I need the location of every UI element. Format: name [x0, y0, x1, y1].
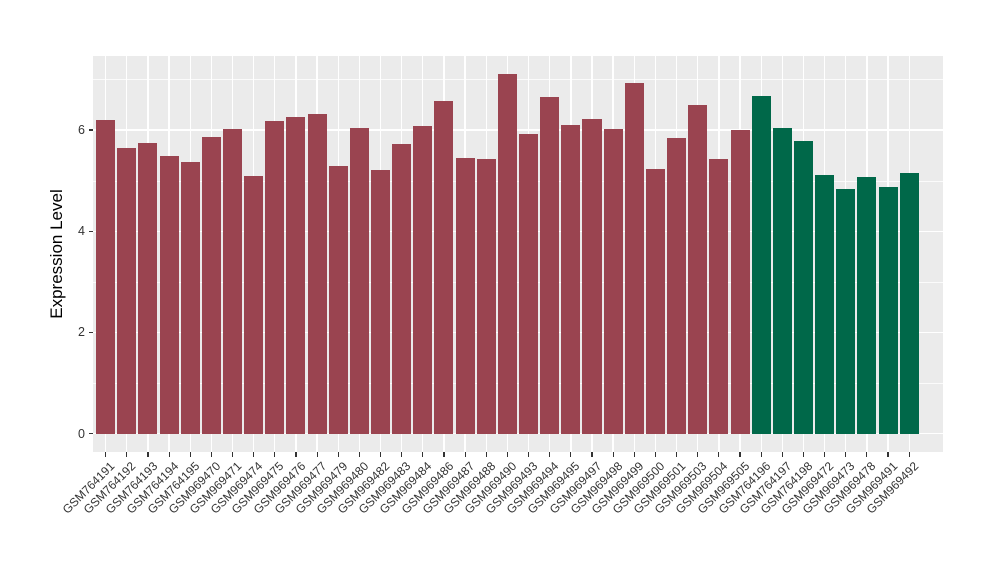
bar — [434, 100, 454, 434]
bar — [815, 175, 835, 434]
bar — [328, 165, 348, 434]
bar — [793, 140, 813, 434]
x-axis-tick — [506, 452, 508, 457]
x-axis-tick — [570, 452, 572, 457]
x-axis-tick — [612, 452, 614, 457]
bar — [751, 96, 771, 434]
bar — [836, 189, 856, 434]
y-axis-tick — [88, 433, 93, 435]
bar — [645, 168, 665, 434]
x-axis-tick — [760, 452, 762, 457]
bar — [392, 144, 412, 434]
x-axis-tick — [887, 452, 889, 457]
bar — [582, 118, 602, 434]
bar — [159, 155, 179, 434]
gridline-major — [93, 433, 943, 435]
gridline-minor — [93, 383, 943, 385]
x-axis-tick — [274, 452, 276, 457]
gridline-minor — [93, 79, 943, 81]
x-axis-tick — [739, 452, 741, 457]
bar — [709, 158, 729, 434]
y-axis-title: Expression Level — [47, 189, 66, 319]
bar — [476, 158, 496, 434]
x-axis-tick — [358, 452, 360, 457]
plot-area: GSM764191 GSM764192 GSM764193 GSM764194 GSM7… — [60, 56, 943, 517]
bar — [561, 124, 581, 434]
bar — [667, 137, 687, 434]
x-axis-tick — [845, 452, 847, 457]
y-tick-label: 4 — [78, 224, 85, 239]
x-axis-tick — [316, 452, 318, 457]
bar — [497, 74, 517, 434]
bar — [413, 125, 433, 434]
bar — [96, 119, 116, 434]
bar — [540, 97, 560, 434]
bar — [201, 136, 221, 434]
x-axis-tick — [253, 452, 255, 457]
x-axis-tick — [591, 452, 593, 457]
bar — [371, 169, 391, 434]
x-axis-tick — [527, 452, 530, 457]
bar — [117, 147, 137, 434]
bar — [455, 157, 475, 434]
x-axis-tick — [443, 452, 445, 457]
x-axis-tick — [295, 452, 297, 457]
x-axis-tick — [718, 452, 720, 457]
gridline-minor — [93, 281, 943, 283]
x-axis-tick — [823, 452, 826, 457]
x-axis-tick — [337, 452, 339, 457]
x-axis-tick — [866, 452, 868, 457]
bar — [899, 172, 919, 434]
x-axis-tick — [633, 452, 635, 457]
x-axis-tick — [485, 452, 487, 457]
gridline-major — [93, 230, 943, 232]
x-axis-tick — [231, 452, 234, 457]
bar — [138, 142, 158, 434]
y-axis-tick — [88, 331, 93, 334]
bar — [244, 176, 264, 434]
x-axis-tick — [126, 452, 128, 457]
x-axis-tick — [168, 452, 170, 457]
gridline-minor — [93, 180, 943, 182]
bar — [624, 83, 644, 434]
x-axis-tick — [802, 452, 805, 457]
y-axis-tick — [88, 129, 93, 131]
bar — [349, 128, 369, 434]
bar — [772, 127, 792, 434]
bar — [180, 161, 200, 434]
gridline-major — [93, 331, 943, 334]
x-axis-tick — [379, 452, 382, 457]
bar — [265, 120, 285, 434]
x-axis-tick — [908, 452, 910, 457]
x-axis-tick — [401, 452, 403, 457]
bar — [286, 117, 306, 434]
x-axis-tick — [105, 452, 107, 457]
bar — [730, 129, 750, 434]
x-axis-tick — [675, 452, 678, 457]
y-axis-tick — [88, 230, 93, 232]
bar — [223, 128, 243, 434]
y-tick-label: 6 — [78, 122, 85, 137]
x-axis-tick — [464, 452, 466, 457]
bar — [878, 187, 898, 434]
y-tick-label: 0 — [78, 426, 85, 441]
gridline-major — [93, 129, 943, 131]
x-axis-tick — [422, 452, 424, 457]
x-axis-tick — [549, 452, 551, 457]
bar — [688, 105, 708, 434]
bar — [307, 114, 327, 434]
bar — [603, 128, 623, 434]
x-axis-tick — [781, 452, 783, 457]
bar — [857, 176, 877, 434]
bar — [519, 133, 539, 434]
x-axis-tick — [210, 452, 212, 457]
x-axis-tick — [189, 452, 191, 457]
x-axis-tick — [147, 452, 149, 457]
x-axis-tick — [654, 452, 657, 457]
y-tick-label: 2 — [78, 325, 85, 340]
x-axis-tick — [697, 452, 699, 457]
